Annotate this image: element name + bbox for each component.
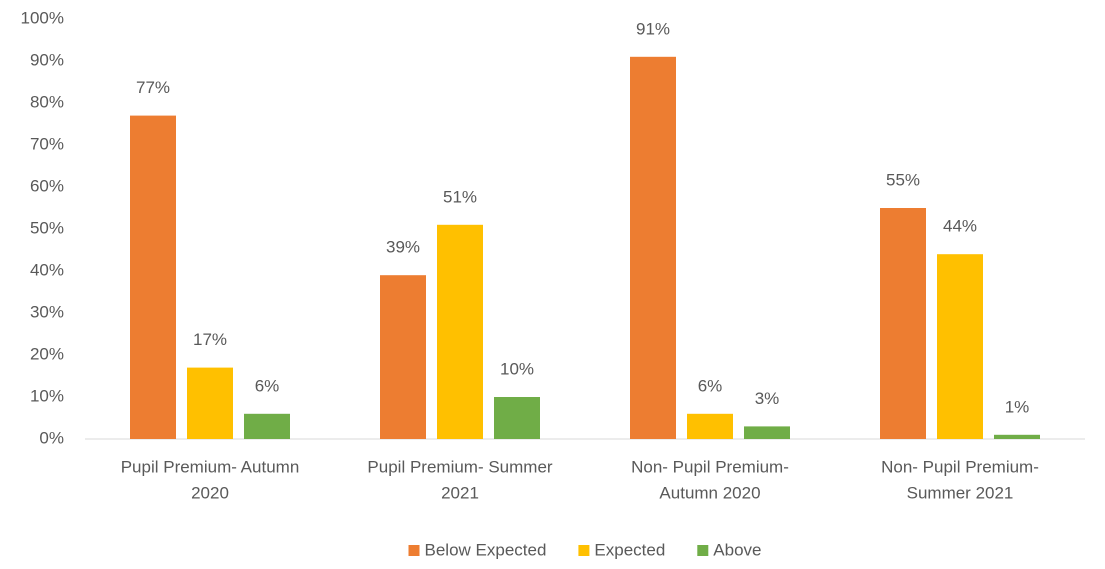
data-label: 6% [255,376,280,395]
bar [380,275,426,439]
bar [994,434,1040,439]
x-tick-label: Non- Pupil Premium- [631,457,789,476]
bar [630,56,676,440]
data-label: 51% [443,187,477,206]
y-tick-label: 30% [30,302,64,321]
y-tick-label: 40% [30,260,64,279]
data-label: 39% [386,238,420,257]
bar [744,426,790,439]
bar [187,367,233,439]
bar [437,224,483,439]
y-tick-label: 70% [30,134,64,153]
y-tick-label: 80% [30,92,64,111]
x-tick-label: Summer 2021 [907,483,1014,502]
x-tick-label: 2020 [191,483,229,502]
legend-label: Below Expected [425,540,547,559]
data-label: 91% [636,19,670,38]
data-label: 6% [698,376,723,395]
bar [130,115,176,439]
legend-swatch [578,545,590,556]
data-label: 44% [943,217,977,236]
bar [494,397,540,439]
data-label: 3% [755,389,780,408]
y-tick-label: 10% [30,386,64,405]
data-label: 1% [1005,397,1030,416]
bar [880,208,926,439]
x-tick-label: Autumn 2020 [659,483,760,502]
data-label: 17% [193,330,227,349]
x-tick-label: Pupil Premium- Summer [367,457,552,476]
y-tick-label: 100% [21,8,64,27]
data-label: 10% [500,359,534,378]
legend-label: Expected [594,540,665,559]
data-label: 55% [886,170,920,189]
x-tick-label: Pupil Premium- Autumn [121,457,300,476]
x-tick-label: 2021 [441,483,479,502]
legend-swatch [697,545,709,556]
bar [937,254,983,439]
legend-label: Above [713,540,761,559]
bar [244,413,290,439]
legend-swatch [408,545,420,556]
y-tick-label: 0% [39,428,64,447]
y-tick-label: 90% [30,50,64,69]
y-tick-label: 60% [30,176,64,195]
x-tick-label: Non- Pupil Premium- [881,457,1039,476]
y-tick-label: 50% [30,218,64,237]
bar [687,413,733,439]
data-label: 77% [136,78,170,97]
y-tick-label: 20% [30,344,64,363]
